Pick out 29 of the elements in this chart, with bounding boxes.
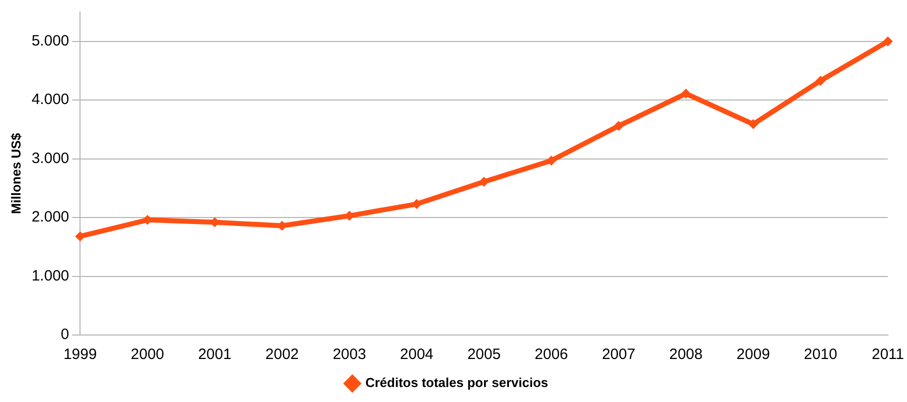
y-tick-label: 3.000 bbox=[32, 150, 70, 167]
point bbox=[479, 176, 490, 187]
y-tick-label: 5.000 bbox=[32, 32, 70, 50]
x-tick-label: 2010 bbox=[804, 346, 838, 364]
x-tick-label: 2001 bbox=[198, 346, 232, 364]
point bbox=[614, 120, 624, 131]
point bbox=[748, 119, 758, 130]
point bbox=[412, 199, 422, 210]
x-tick-label: 2008 bbox=[669, 346, 703, 364]
x-tick-label: 2009 bbox=[736, 346, 770, 364]
point bbox=[546, 156, 556, 166]
y-tick-label: 4.000 bbox=[32, 91, 70, 108]
legend-label: Créditos totales por servicios bbox=[365, 375, 548, 390]
point bbox=[816, 76, 826, 86]
y-tick-label: 0 bbox=[60, 326, 70, 344]
x-tick-label: 1999 bbox=[63, 346, 97, 364]
x-tick-label: 2002 bbox=[265, 346, 299, 364]
y-axis-title: Millones US$ bbox=[8, 132, 24, 214]
x-tick-label: 2011 bbox=[872, 346, 904, 364]
x-tick-label: 2004 bbox=[400, 346, 434, 364]
point bbox=[882, 36, 893, 46]
x-tick-label: 2000 bbox=[130, 346, 164, 364]
y-tick-label: 2.000 bbox=[32, 208, 70, 226]
x-tick-label: 2005 bbox=[467, 346, 501, 364]
point bbox=[680, 88, 691, 99]
x-tick-label: 2007 bbox=[602, 346, 636, 364]
x-tick-label: 2006 bbox=[534, 346, 568, 364]
y-tick-label: 1.000 bbox=[32, 267, 70, 284]
x-tick-label: 2003 bbox=[332, 346, 366, 364]
